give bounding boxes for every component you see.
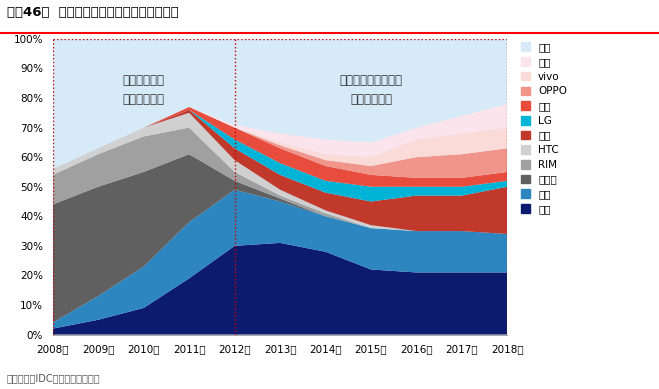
Text: 资料来源：IDC，华泰证券研究所: 资料来源：IDC，华泰证券研究所 [7, 373, 100, 383]
Text: 图表46：  全球前五大智能手机品牌市场份额: 图表46： 全球前五大智能手机品牌市场份额 [7, 6, 179, 19]
Text: 新老玩家接替
格局变化显著: 新老玩家接替 格局变化显著 [123, 74, 165, 106]
Text: 新生有力竞争者涌现
市场竞争激烈: 新生有力竞争者涌现 市场竞争激烈 [339, 74, 403, 106]
Legend: 其他, 小米, vivo, OPPO, 联想, LG, 华为, HTC, RIM, 诺基亚, 苹果, 三星: 其他, 小米, vivo, OPPO, 联想, LG, 华为, HTC, RIM… [517, 38, 571, 218]
